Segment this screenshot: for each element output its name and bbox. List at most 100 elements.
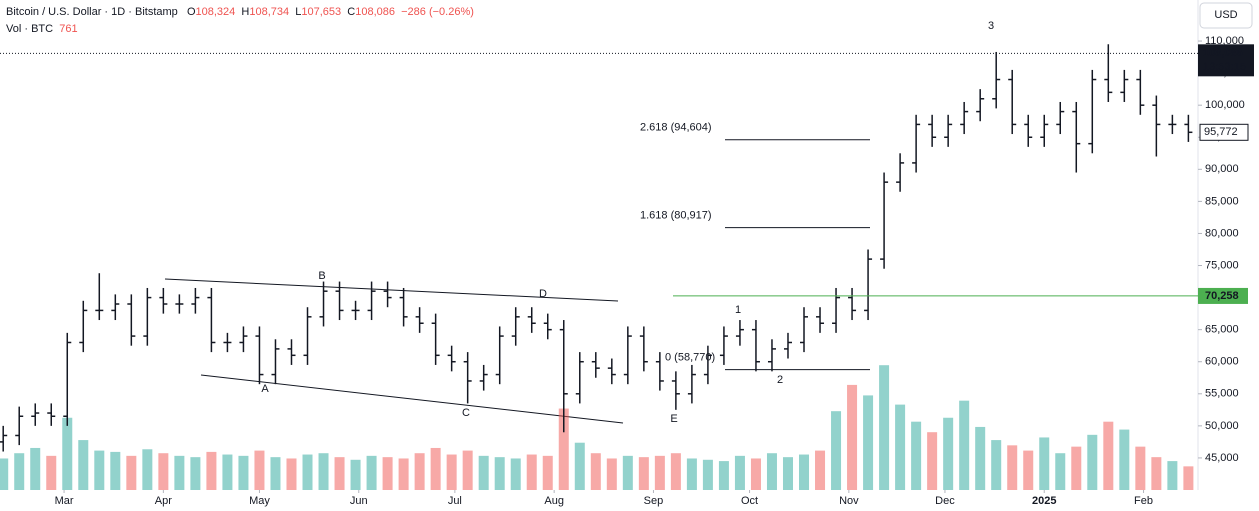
volume-bar <box>718 461 729 490</box>
volume-bar <box>190 457 201 490</box>
wave-label: 2 <box>777 374 783 386</box>
volume-bar <box>766 453 777 490</box>
volume-bar <box>142 449 153 490</box>
volume-bar <box>686 458 697 490</box>
volume-bar <box>462 450 473 490</box>
y-tick-label: 50,000 <box>1205 420 1239 432</box>
volume-bar <box>0 458 9 490</box>
last-price-label: 108,086 <box>1203 47 1243 59</box>
x-tick-label: Aug <box>544 495 564 507</box>
wave-label: A <box>261 383 269 395</box>
volume-bar <box>94 450 105 490</box>
l-label: L <box>295 6 302 18</box>
volume-bar <box>895 404 906 490</box>
volume-bar <box>943 417 954 490</box>
volume-bar <box>1135 446 1146 490</box>
volume-bar <box>526 454 537 490</box>
x-tick-label: 2025 <box>1032 495 1056 507</box>
x-tick-label: Oct <box>741 495 758 507</box>
volume-bar <box>542 455 553 490</box>
currency-button[interactable] <box>1199 2 1253 29</box>
volume-bar <box>398 458 409 490</box>
c-value: 108,086 <box>355 6 395 18</box>
volume-bar <box>366 455 377 490</box>
volume-bar <box>574 442 585 490</box>
volume-bar <box>318 453 329 490</box>
change: −286 (−0.26%) <box>401 6 474 18</box>
x-tick-label: Apr <box>155 495 172 507</box>
volume-bar <box>959 400 970 490</box>
volume-bar <box>799 454 810 490</box>
fib-label: 1.618 (80,917) <box>640 209 712 221</box>
x-tick-label: Jul <box>448 495 462 507</box>
volume-bar <box>750 458 761 490</box>
volume-bar <box>991 440 1002 490</box>
horizontal-line-box <box>1198 287 1248 304</box>
close-label: 95,772 <box>1204 126 1238 138</box>
volume-bar <box>254 450 265 490</box>
volume-bar <box>558 408 569 490</box>
volume-bar <box>62 417 73 490</box>
x-tick-label: Jun <box>350 495 368 507</box>
volume-bar <box>78 440 89 490</box>
fib-label: 0 (58,770) <box>665 352 715 364</box>
volume-bar <box>863 395 874 490</box>
volume-bar <box>1039 437 1050 490</box>
volume-bar <box>174 455 185 490</box>
close-label-box <box>1199 123 1249 141</box>
volume-bar <box>1055 453 1066 490</box>
x-tick-label: Sep <box>644 495 664 507</box>
o-value: 108,324 <box>195 6 236 18</box>
y-tick-label: 75,000 <box>1205 259 1239 271</box>
volume-bar <box>879 365 890 490</box>
volume-bar <box>510 458 521 490</box>
volume-bar <box>430 447 441 490</box>
y-tick-label: 100,000 <box>1205 99 1245 111</box>
wave-label: 1 <box>735 304 741 316</box>
volume-label: Vol · BTC <box>6 23 54 35</box>
wave-label: B <box>318 270 325 282</box>
volume-bar <box>110 451 121 490</box>
y-tick-label: 90,000 <box>1205 163 1239 175</box>
volume-bar <box>847 384 858 490</box>
volume-bar <box>334 457 345 490</box>
c-label: C <box>347 6 356 18</box>
volume-bar <box>222 454 233 490</box>
y-tick-label: 55,000 <box>1205 388 1239 400</box>
volume-bar <box>1007 445 1018 490</box>
y-tick-label: 60,000 <box>1205 356 1239 368</box>
y-tick-label: 45,000 <box>1205 452 1239 464</box>
volume-bar <box>494 457 505 490</box>
wave-label: C <box>462 407 470 419</box>
volume-bar <box>382 457 393 490</box>
symbol-line: Bitcoin / U.S. Dollar · 1D · Bitstamp O1… <box>6 4 474 21</box>
volume-bar <box>638 457 649 490</box>
volume-bar <box>126 455 137 490</box>
wave-label: 3 <box>988 20 994 32</box>
volume-bar <box>670 453 681 490</box>
currency[interactable]: USD <box>1214 9 1237 21</box>
volume-bar <box>1183 466 1194 490</box>
x-tick-label: Mar <box>55 495 74 507</box>
channel-upper <box>164 278 619 302</box>
volume-bar <box>702 459 713 490</box>
y-tick-label: 110,000 <box>1205 35 1244 47</box>
o-label: O <box>186 6 196 18</box>
volume-bar <box>911 421 922 490</box>
volume-bar <box>158 453 169 490</box>
x-tick-label: Nov <box>839 495 859 507</box>
wave-label: D <box>539 288 547 300</box>
y-tick-label: 85,000 <box>1205 195 1239 207</box>
volume-bar <box>46 455 57 490</box>
volume-bar <box>927 432 938 490</box>
l-value: 107,653 <box>301 6 342 18</box>
wave-label: E <box>670 413 677 425</box>
volume-bar <box>606 458 617 490</box>
volume-value: 761 <box>59 23 78 35</box>
h-label: H <box>241 6 250 18</box>
volume-bar <box>414 453 425 490</box>
volume-bar <box>206 451 217 490</box>
volume-bar <box>238 455 249 490</box>
h-value: 108,734 <box>249 6 290 18</box>
